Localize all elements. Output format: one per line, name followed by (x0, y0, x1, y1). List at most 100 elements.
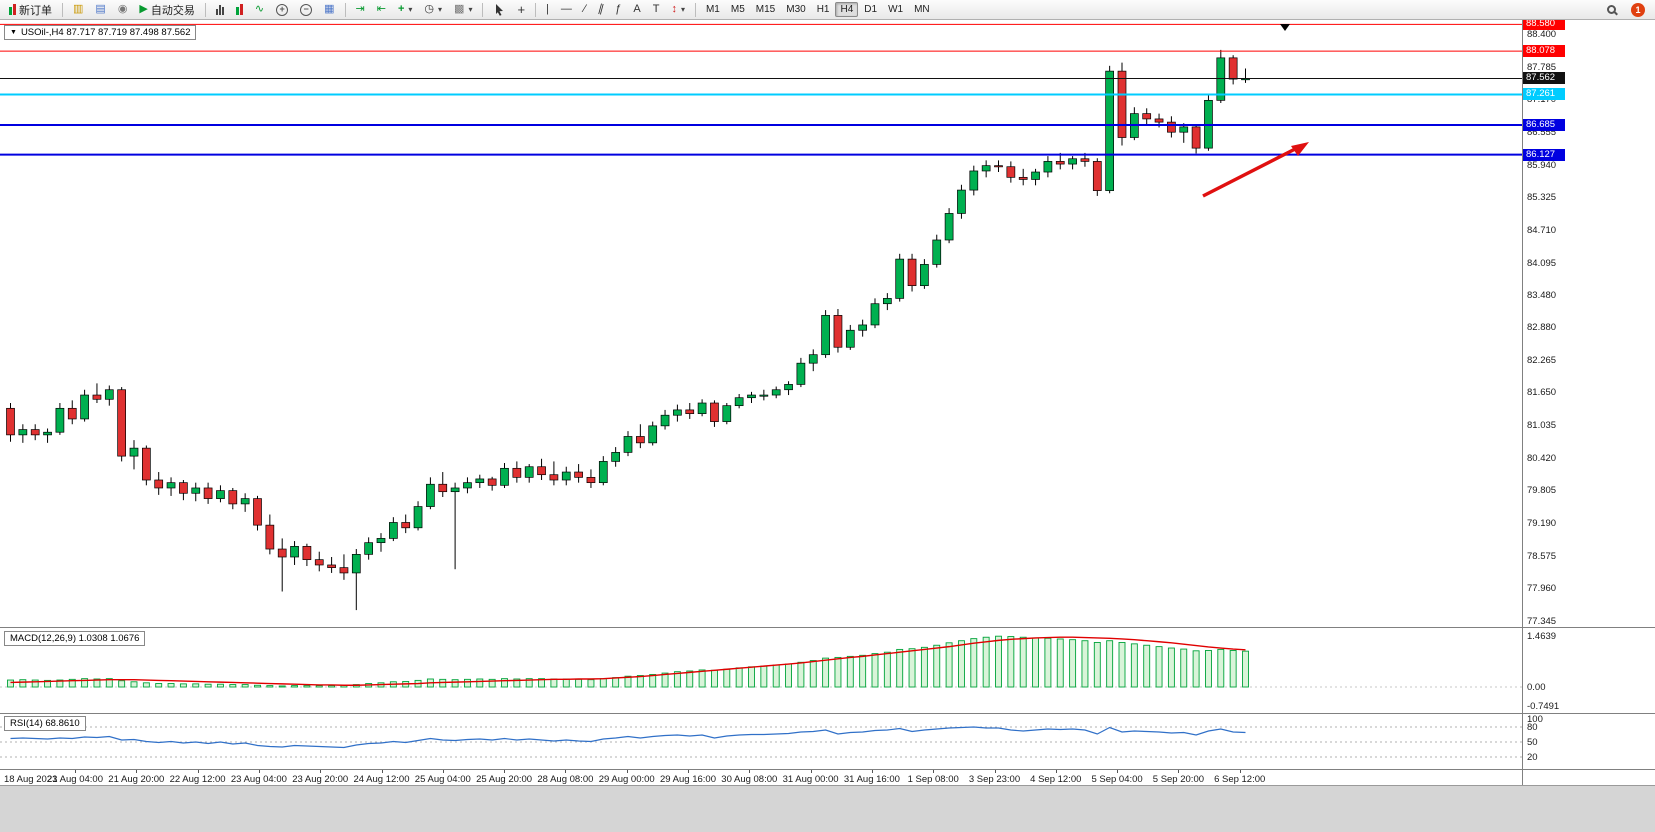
navigator-icon: ◉ (117, 3, 128, 15)
data-window-button[interactable]: ▤ (90, 1, 110, 18)
timeframe-button-m5[interactable]: M5 (730, 4, 745, 15)
bar-chart-icon (215, 4, 224, 15)
macd-axis-label: -0.7491 (1527, 701, 1560, 712)
chart-shift-icon: ⇤ (376, 3, 386, 15)
time-axis-tick (565, 770, 567, 773)
macd-plot[interactable] (0, 628, 1522, 714)
time-axis-tick (258, 770, 260, 773)
chart-title-box[interactable]: ▼ USOil-,H4 87.717 87.719 87.498 87.562 (4, 25, 197, 40)
auto-trading-button[interactable]: ▶ 自动交易 (134, 1, 199, 18)
horizontal-line-button[interactable]: — (556, 1, 577, 18)
time-axis-tick (136, 770, 138, 773)
fibonacci-button[interactable]: ƒ (610, 1, 626, 18)
zoom-out-icon: − (300, 3, 313, 16)
timeframe-button-w1[interactable]: W1 (888, 4, 904, 15)
fibonacci-icon: ƒ (615, 3, 622, 15)
trendline-button[interactable]: ∕ (579, 1, 591, 18)
line-chart-icon: ∿ (254, 3, 265, 15)
tile-windows-icon: ▦ (324, 3, 335, 15)
chevron-down-icon: ▾ (680, 5, 685, 14)
date-axis-label: 4 Sep 12:00 (1030, 774, 1082, 785)
channel-icon: ∥ (596, 2, 605, 16)
price-axis-label: 78.575 (1527, 550, 1557, 562)
macd-label: MACD(12,26,9) 1.0308 1.0676 (10, 633, 140, 644)
new-order-button[interactable]: 新订单 (4, 1, 57, 18)
price-line-badge: 87.562 (1523, 72, 1565, 85)
zoom-in-button[interactable]: + (271, 1, 293, 18)
toolbar-separator (344, 2, 346, 17)
market-watch-button[interactable]: ▥ (68, 1, 88, 18)
line-chart-button[interactable]: ∿ (250, 1, 269, 18)
candlestick-chart-button[interactable] (231, 1, 248, 18)
price-axis-label: 80.420 (1527, 452, 1557, 464)
rsi-panel[interactable]: RSI(14) 68.8610 100 80 50 20 (0, 713, 1655, 769)
auto-scroll-button[interactable]: ⇥ (351, 1, 370, 18)
trendline-icon: ∕ (583, 3, 586, 15)
chart-title: USOil-,H4 87.717 87.719 87.498 87.562 (20, 27, 191, 38)
main-chart-panel[interactable]: ▼ USOil-,H4 87.717 87.719 87.498 87.562 … (0, 18, 1655, 627)
toolbar-separator (204, 2, 206, 17)
zoom-in-icon: + (276, 3, 289, 16)
cursor-button[interactable] (488, 1, 510, 18)
template-icon: ▩ (454, 3, 465, 15)
chart-shift-button[interactable]: ⇤ (372, 1, 391, 18)
label-tool-button[interactable]: T (648, 1, 665, 18)
date-axis-label: 21 Aug 20:00 (108, 774, 165, 785)
timeframe-button-m1[interactable]: M1 (705, 4, 720, 15)
tile-windows-button[interactable]: ▦ (319, 1, 339, 18)
time-axis-tick (442, 770, 444, 773)
time-axis-tick (810, 770, 812, 773)
zoom-out-button[interactable]: − (295, 1, 317, 18)
date-axis-label: 31 Aug 00:00 (782, 774, 839, 785)
trend-arrow-annotation[interactable] (1195, 130, 1327, 208)
timeframe-button-m15[interactable]: M15 (755, 4, 776, 15)
vertical-line-button[interactable]: | (541, 1, 554, 18)
price-axis-label: 81.650 (1527, 387, 1557, 399)
date-axis-label: 25 Aug 20:00 (476, 774, 533, 785)
timeframe-group: M1 M5 M15 M30 H1 H4 D1 W1 MN (701, 2, 935, 17)
search-button[interactable] (1602, 1, 1621, 18)
toolbar-right-group: 1 (1602, 1, 1651, 18)
chevron-down-icon: ▾ (408, 5, 413, 14)
periods-button[interactable]: ◷ ▾ (419, 1, 447, 18)
templates-button[interactable]: ▩ ▾ (449, 1, 477, 18)
rsi-plot[interactable] (0, 714, 1522, 770)
date-axis-label: 21 Aug 04:00 (47, 774, 103, 785)
toolbar: 新订单 ▥ ▤ ◉ ▶ 自动交易 ∿ + − ▦ ⇥ ⇤ + ▾ ◷ ▾ ▩ ▾… (0, 0, 1655, 20)
time-axis-tick (626, 770, 628, 773)
toolbar-separator (482, 2, 484, 17)
timeframe-button-d1[interactable]: D1 (864, 4, 878, 15)
new-chart-button[interactable]: + ▾ (393, 1, 417, 18)
date-axis-label: 22 Aug 12:00 (169, 774, 226, 785)
toolbar-separator (62, 2, 63, 17)
price-axis-label: 84.095 (1527, 257, 1557, 269)
arrows-tool-button[interactable]: ↕ ▾ (666, 1, 690, 18)
notification-badge[interactable]: 1 (1631, 2, 1645, 17)
time-axis-tick (504, 770, 506, 773)
price-axis-label: 88.400 (1527, 28, 1557, 40)
horizontal-line-icon: — (560, 3, 572, 15)
new-chart-icon: + (397, 3, 405, 15)
main-chart-plot[interactable] (0, 20, 1522, 627)
auto-trading-play-icon: ▶ (139, 3, 148, 15)
timeframe-button-mn[interactable]: MN (914, 4, 930, 15)
time-axis-tick (1117, 770, 1119, 773)
chart-title-collapse-icon[interactable]: ▼ (10, 29, 17, 36)
price-axis-label: 77.345 (1527, 615, 1557, 627)
text-tool-button[interactable]: A (628, 1, 645, 18)
channel-button[interactable]: ∥ (593, 1, 609, 18)
date-axis-label: 25 Aug 04:00 (414, 774, 471, 785)
crosshair-button[interactable]: + (512, 1, 530, 18)
timeframe-button-m30[interactable]: M30 (786, 4, 806, 15)
macd-panel[interactable]: MACD(12,26,9) 1.0308 1.0676 1.4639 0.00 -0… (0, 627, 1655, 713)
rsi-axis-label: 100 (1527, 714, 1543, 725)
price-axis-label: 86.555 (1527, 126, 1557, 138)
time-axis-tick (75, 770, 76, 773)
timeframe-button-h4[interactable]: H4 (835, 2, 859, 17)
timeframe-button-h1[interactable]: H1 (816, 4, 830, 15)
navigator-button[interactable]: ◉ (113, 1, 133, 18)
bar-chart-button[interactable] (211, 1, 229, 18)
time-axis[interactable]: 18 Aug 2023 21 Aug 04:00 21 Aug 20:00 22 Au… (0, 769, 1655, 785)
vertical-line-icon: | (546, 3, 549, 15)
arrows-tool-icon: ↕ (671, 3, 677, 15)
